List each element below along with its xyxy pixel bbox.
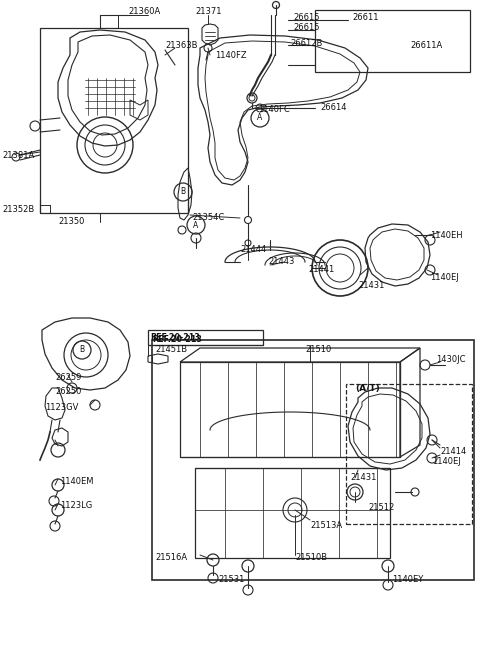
Text: 1140EJ: 1140EJ xyxy=(432,457,461,466)
Text: 1140EY: 1140EY xyxy=(392,576,423,584)
Text: 21360A: 21360A xyxy=(128,7,160,16)
Text: 21444: 21444 xyxy=(240,246,266,255)
Text: 1140EM: 1140EM xyxy=(60,477,94,487)
Text: 21431: 21431 xyxy=(358,280,384,290)
Text: 21451B: 21451B xyxy=(155,345,187,354)
Text: 1123LG: 1123LG xyxy=(60,502,92,510)
Text: 21441: 21441 xyxy=(308,265,334,274)
Text: 21350: 21350 xyxy=(58,217,84,227)
Text: 1140EJ: 1140EJ xyxy=(430,274,459,282)
Text: 21512: 21512 xyxy=(368,504,394,512)
Text: 21431: 21431 xyxy=(350,474,376,483)
Bar xyxy=(148,330,263,345)
Bar xyxy=(315,10,470,72)
Text: 1140FZ: 1140FZ xyxy=(215,52,247,60)
Bar xyxy=(195,468,390,558)
Text: 21414: 21414 xyxy=(440,447,466,457)
Text: 21371: 21371 xyxy=(195,7,221,16)
Bar xyxy=(180,362,400,457)
Text: 26611A: 26611A xyxy=(410,41,442,50)
Text: 21513A: 21513A xyxy=(310,521,342,529)
Text: 1140EH: 1140EH xyxy=(430,231,463,240)
Text: 21352B: 21352B xyxy=(2,206,34,214)
Text: 26250: 26250 xyxy=(55,388,82,396)
Text: 21363B: 21363B xyxy=(165,41,197,50)
Text: A: A xyxy=(193,221,199,229)
Text: 21510B: 21510B xyxy=(295,553,327,563)
Text: 21443: 21443 xyxy=(268,257,294,267)
Text: 21381A: 21381A xyxy=(2,151,34,160)
Text: 26259: 26259 xyxy=(55,373,82,383)
Text: 26612B: 26612B xyxy=(290,39,323,48)
Text: 21354C: 21354C xyxy=(192,214,224,223)
Text: 21510: 21510 xyxy=(305,345,331,354)
Text: 26615: 26615 xyxy=(293,24,320,33)
Text: 26611: 26611 xyxy=(352,14,379,22)
Text: REF.20-213: REF.20-213 xyxy=(152,335,202,345)
Text: 21531: 21531 xyxy=(218,576,244,584)
Text: 26614: 26614 xyxy=(320,103,347,113)
Text: REF.20-213: REF.20-213 xyxy=(150,333,200,341)
Text: 1123GV: 1123GV xyxy=(45,403,78,413)
Text: B: B xyxy=(79,345,84,354)
Text: 1430JC: 1430JC xyxy=(436,356,466,364)
Text: (A/T): (A/T) xyxy=(355,383,380,392)
Bar xyxy=(40,28,188,213)
Text: A: A xyxy=(257,113,263,122)
Text: 26615: 26615 xyxy=(293,14,320,22)
Text: 21516A: 21516A xyxy=(155,553,187,563)
Bar xyxy=(346,384,472,524)
Text: B: B xyxy=(180,187,186,196)
Text: 1140FC: 1140FC xyxy=(258,105,290,115)
Bar xyxy=(152,340,474,580)
